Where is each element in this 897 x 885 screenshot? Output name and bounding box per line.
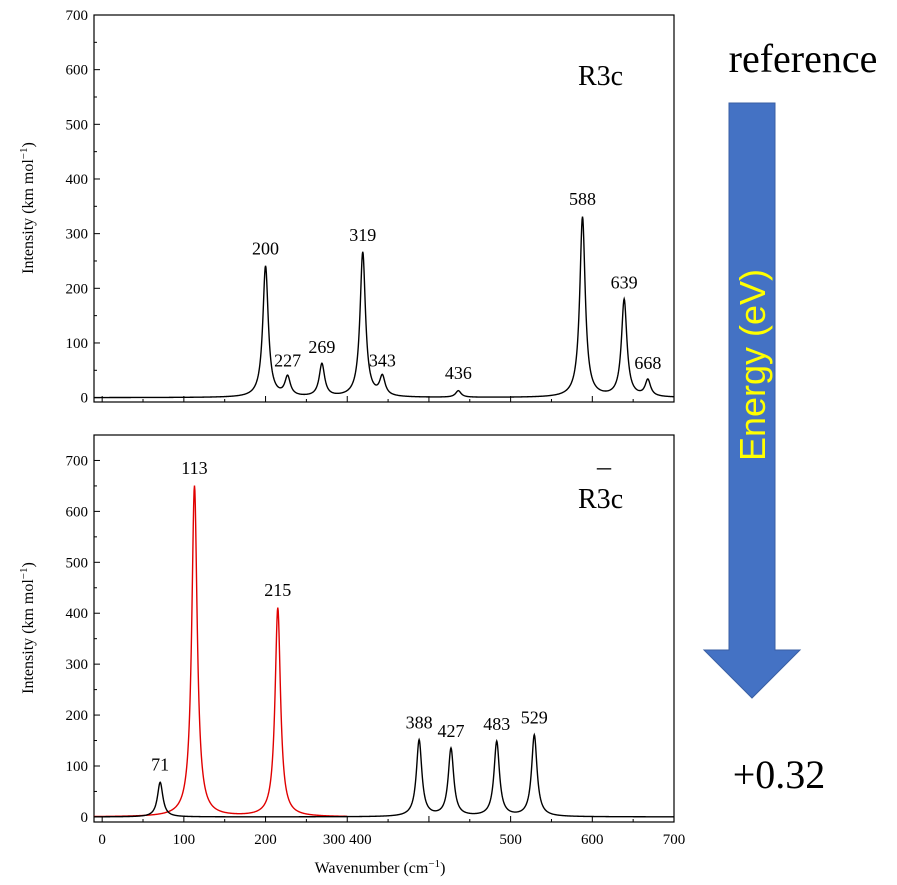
- bottom-phase-bar: ¯: [596, 466, 612, 497]
- peak-label: 200: [252, 238, 279, 258]
- red-spectrum-line: [94, 485, 348, 818]
- x-tick-label: 200: [254, 832, 277, 848]
- y-tick-label: 400: [66, 172, 89, 188]
- energy-arrow-label: Energy (eV): [732, 269, 773, 461]
- top-series: [94, 216, 675, 399]
- top-y-axis-label: Intensity (km mol−1): [18, 142, 37, 274]
- bottom-phase-label: R3c: [578, 484, 623, 515]
- bottom-peak-labels: 113 215 71 388 427 483 529: [151, 458, 548, 774]
- top-ticks: 0 100 200 300 400 500 600 700: [66, 8, 675, 407]
- y-tick-label: 0: [81, 810, 89, 826]
- top-panel: 0 100 200 300 400 500 600 700 200 227 269 319 343 43…: [18, 8, 675, 407]
- top-plot-frame: [93, 14, 675, 403]
- energy-arrow: [702, 102, 802, 699]
- bottom-plot-frame: [93, 434, 675, 823]
- peak-label: 319: [349, 225, 376, 245]
- peak-label: 388: [406, 713, 433, 733]
- bottom-ticks: 0 100 200 300 400 500 600 700 0 100 200 300 400 500 6…: [66, 453, 686, 848]
- x-tick-label: 300 400: [323, 832, 372, 848]
- peak-label: 436: [445, 363, 472, 383]
- y-tick-label: 600: [66, 63, 89, 79]
- peak-label: 343: [369, 350, 396, 370]
- peak-label: 113: [181, 458, 207, 478]
- x-tick-label: 0: [98, 832, 106, 848]
- peak-label: 639: [611, 272, 638, 292]
- black-spectrum-line: [94, 732, 674, 818]
- y-tick-label: 100: [66, 759, 89, 775]
- x-tick-label: 100: [173, 832, 196, 848]
- y-tick-label: 500: [66, 117, 89, 133]
- bottom-panel: 0 100 200 300 400 500 600 700 0 100 200 300 400 500 6…: [18, 434, 686, 877]
- energy-value: +0.32: [733, 752, 826, 797]
- y-tick-label: 200: [66, 708, 89, 724]
- peak-label: 529: [521, 707, 548, 727]
- y-tick-label: 200: [66, 281, 89, 297]
- y-tick-label: 300: [66, 657, 89, 673]
- bottom-y-axis-label: Intensity (km mol−1): [18, 562, 37, 694]
- peak-label: 483: [483, 714, 510, 734]
- peak-label: 215: [264, 580, 291, 600]
- peak-label: 668: [634, 353, 661, 373]
- x-tick-label: 500: [499, 832, 522, 848]
- y-tick-label: 500: [66, 555, 89, 571]
- peak-label: 71: [151, 754, 169, 774]
- peak-label: 269: [308, 337, 335, 357]
- reference-label: reference: [729, 36, 878, 81]
- y-tick-label: 600: [66, 504, 89, 520]
- spectrum-line: [94, 216, 675, 399]
- y-tick-label: 0: [81, 391, 89, 407]
- energy-annotation: reference Energy (eV) +0.32: [702, 36, 878, 797]
- x-tick-label: 700: [663, 832, 686, 848]
- peak-label: 427: [437, 721, 464, 741]
- top-phase-label: R3c: [578, 61, 623, 92]
- bottom-series: [94, 485, 674, 818]
- y-tick-label: 400: [66, 606, 89, 622]
- peak-label: 227: [274, 350, 301, 370]
- x-axis-label: Wavenumber (cm−1): [315, 858, 446, 877]
- top-peak-labels: 200 227 269 319 343 436 588 639 668: [252, 189, 661, 383]
- peak-label: 588: [569, 189, 596, 209]
- x-tick-label: 600: [581, 832, 604, 848]
- y-tick-label: 300: [66, 227, 89, 243]
- y-tick-label: 700: [66, 453, 89, 469]
- y-tick-label: 100: [66, 336, 89, 352]
- y-tick-label: 700: [66, 8, 89, 24]
